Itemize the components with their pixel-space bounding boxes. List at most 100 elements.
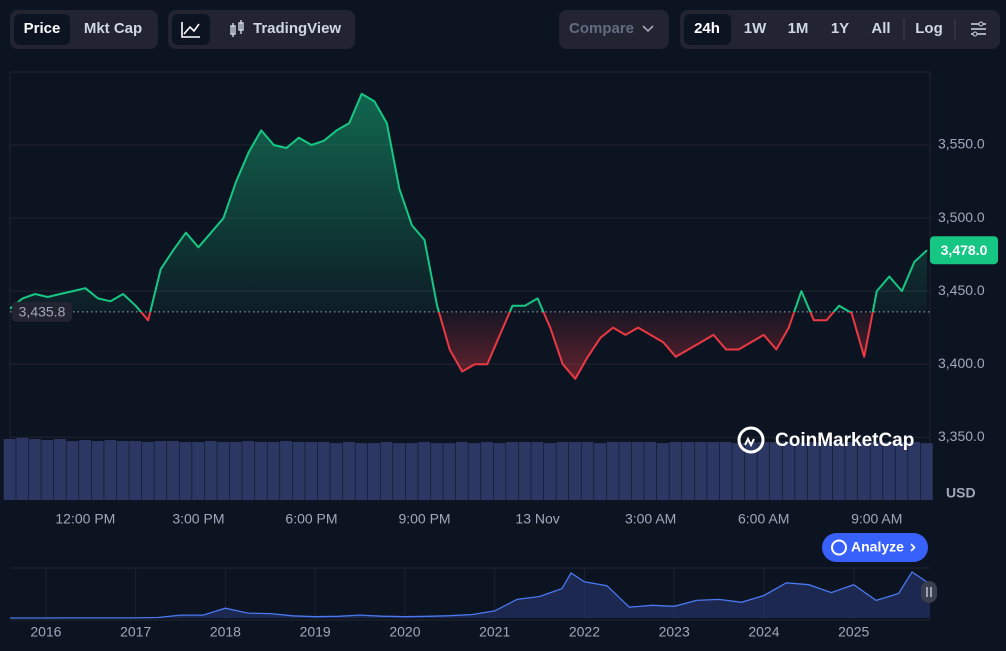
navigator-year: 2021 xyxy=(479,624,510,640)
y-tick-label: 3,400.0 xyxy=(938,355,985,371)
volume-bar xyxy=(418,442,431,500)
range-selected[interactable] xyxy=(684,14,731,45)
chevron xyxy=(642,25,654,33)
volume-bar xyxy=(594,443,607,500)
volume-bar xyxy=(129,441,142,500)
volume-layer xyxy=(3,438,933,500)
volume-bar xyxy=(769,442,782,500)
analyze-label[interactable]: Analyze xyxy=(851,539,904,555)
navigator-year: 2016 xyxy=(30,624,61,640)
volume-bar xyxy=(192,442,205,500)
volume-bar xyxy=(757,442,770,500)
y-tick-label: 3,500.0 xyxy=(938,209,985,225)
volume-bar xyxy=(870,442,883,500)
logo xyxy=(744,436,755,448)
tradingview-button[interactable]: TradingView xyxy=(253,20,341,37)
volume-bar xyxy=(405,443,418,500)
y-tick-label: 3,350.0 xyxy=(938,428,985,444)
log-button[interactable]: Log xyxy=(915,20,943,37)
volume-bar xyxy=(455,442,468,500)
volume-bar xyxy=(744,442,757,500)
volume-bar xyxy=(66,441,79,500)
y-unit: USD xyxy=(946,485,976,501)
settings-icon xyxy=(972,31,978,37)
toolbar-group xyxy=(680,10,1000,49)
range-button[interactable]: 1W xyxy=(744,20,767,37)
volume-bar xyxy=(116,441,129,500)
volume-bar xyxy=(606,442,619,500)
navigator-year: 2022 xyxy=(569,624,600,640)
volume-bar xyxy=(493,443,506,500)
volume-bar xyxy=(141,442,154,500)
analyze-button[interactable] xyxy=(822,533,928,562)
analyze-icon xyxy=(831,539,847,556)
volume-bar xyxy=(468,443,481,500)
volume-bar xyxy=(669,442,682,500)
volume-bar xyxy=(443,443,456,500)
last-price-box xyxy=(930,236,998,265)
line-chart-button[interactable] xyxy=(172,14,210,45)
range-button[interactable]: 1M xyxy=(788,20,809,37)
navigator-handle[interactable] xyxy=(921,581,937,603)
x-tick-label: 9:00 PM xyxy=(398,511,450,527)
x-tick-label: 3:00 AM xyxy=(625,511,676,527)
chevron xyxy=(910,543,916,552)
volume-bar xyxy=(368,443,380,500)
volume-bar xyxy=(644,442,657,500)
y-tick-label: 3,450.0 xyxy=(938,282,985,298)
volume-bar xyxy=(79,440,92,500)
volume-bar xyxy=(104,440,117,500)
volume-bar xyxy=(204,441,217,500)
range-button[interactable]: 1Y xyxy=(831,20,849,37)
volume-bar xyxy=(280,441,293,500)
volume-bar xyxy=(506,442,519,500)
x-tick-label: 6:00 AM xyxy=(738,511,789,527)
volume-bar xyxy=(242,441,255,500)
volume-bar xyxy=(795,443,808,500)
volume-bar xyxy=(845,442,858,500)
candle-icon xyxy=(230,20,244,37)
line-icon xyxy=(181,22,200,38)
navigator-area xyxy=(10,572,930,618)
volume-bar xyxy=(518,442,531,500)
navigator-line xyxy=(10,571,931,619)
x-tick-label: 6:00 PM xyxy=(285,511,337,527)
range-button[interactable]: All xyxy=(871,20,890,37)
volume-bar xyxy=(481,442,494,500)
volume-bar xyxy=(920,443,933,500)
volume-bar xyxy=(908,442,921,500)
volume-bar xyxy=(883,442,895,500)
volume-bar xyxy=(619,442,632,500)
volume-bar xyxy=(631,442,644,500)
volume-bar xyxy=(28,439,41,500)
range-button[interactable]: 24h xyxy=(694,20,720,37)
volume-bar xyxy=(380,442,393,500)
volume-bar xyxy=(53,439,66,500)
volume-bar xyxy=(41,440,54,500)
volume-bar xyxy=(342,442,355,500)
volume-bar xyxy=(656,443,669,500)
volume-bar xyxy=(568,442,581,500)
volume-bar xyxy=(820,442,833,500)
mkt-cap-tab[interactable]: Mkt Cap xyxy=(84,20,142,37)
navigator-year: 2019 xyxy=(300,624,331,640)
volume-bar xyxy=(581,442,594,500)
price-area xyxy=(10,93,927,379)
compare-dropdown[interactable] xyxy=(559,10,669,49)
volume-bar xyxy=(317,442,330,500)
price-line xyxy=(9,92,928,380)
volume-bar xyxy=(732,443,745,500)
volume-bar xyxy=(430,443,443,500)
x-tick-label: 13 Nov xyxy=(515,511,559,527)
volume-bar xyxy=(179,442,192,500)
settings-icon xyxy=(978,21,984,27)
price-tab[interactable]: Price xyxy=(24,20,61,37)
volume-bar xyxy=(16,438,29,500)
handle-grip xyxy=(926,587,932,597)
tab-selected[interactable] xyxy=(14,14,70,45)
volume-bar xyxy=(895,442,908,500)
watermark: CoinMarketCap xyxy=(775,430,914,451)
volume-bar xyxy=(167,441,179,500)
navigator-year: 2020 xyxy=(389,624,420,640)
